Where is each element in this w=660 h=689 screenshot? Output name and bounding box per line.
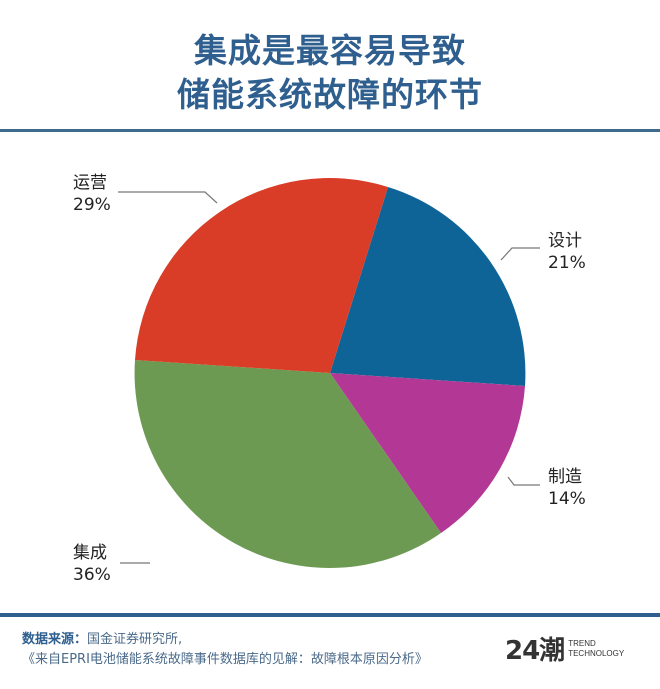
leader-line-design	[500, 247, 540, 261]
source-org: 国金证券研究所,	[87, 632, 183, 647]
label-integration-name: 集成	[73, 543, 107, 563]
logo-text: TREND TECHNOLOGY	[568, 639, 624, 659]
label-design-pct: 21%	[548, 253, 586, 273]
source-label: 数据来源：	[22, 632, 88, 647]
label-operations: 运营 29%	[73, 172, 111, 216]
label-integration-pct: 36%	[73, 565, 111, 585]
label-operations-name: 运营	[73, 173, 107, 193]
logo-line1: TREND	[568, 638, 596, 648]
label-operations-pct: 29%	[73, 195, 111, 215]
slice-integration	[134, 360, 442, 568]
logo-line2: TECHNOLOGY	[568, 648, 625, 658]
bottom-divider	[0, 613, 660, 617]
logo-mark: 24潮	[505, 636, 565, 666]
label-manufacturing-pct: 14%	[548, 489, 586, 509]
leader-line-operations	[118, 191, 218, 204]
slice-manufacturing	[330, 373, 525, 533]
source-note: 数据来源：国金证券研究所, 《来自EPRI电池储能系统故障事件数据库的见解：故障…	[22, 630, 428, 670]
label-manufacturing: 制造 14%	[548, 466, 586, 510]
label-design-name: 设计	[548, 231, 582, 251]
label-integration: 集成 36%	[73, 542, 111, 586]
top-divider	[0, 129, 660, 132]
source-title: 《来自EPRI电池储能系统故障事件数据库的见解：故障根本原因分析》	[22, 652, 428, 667]
leader-line-manufacturing	[507, 476, 540, 486]
brand-logo: 24潮 TREND TECHNOLOGY	[505, 630, 624, 667]
label-design: 设计 21%	[548, 230, 586, 274]
chart-title-line1: 集成是最容易导致	[194, 31, 466, 70]
slice-operations	[135, 178, 388, 373]
chart-title-line2: 储能系统故障的环节	[177, 75, 483, 114]
slice-design	[330, 187, 526, 386]
label-manufacturing-name: 制造	[548, 467, 582, 487]
